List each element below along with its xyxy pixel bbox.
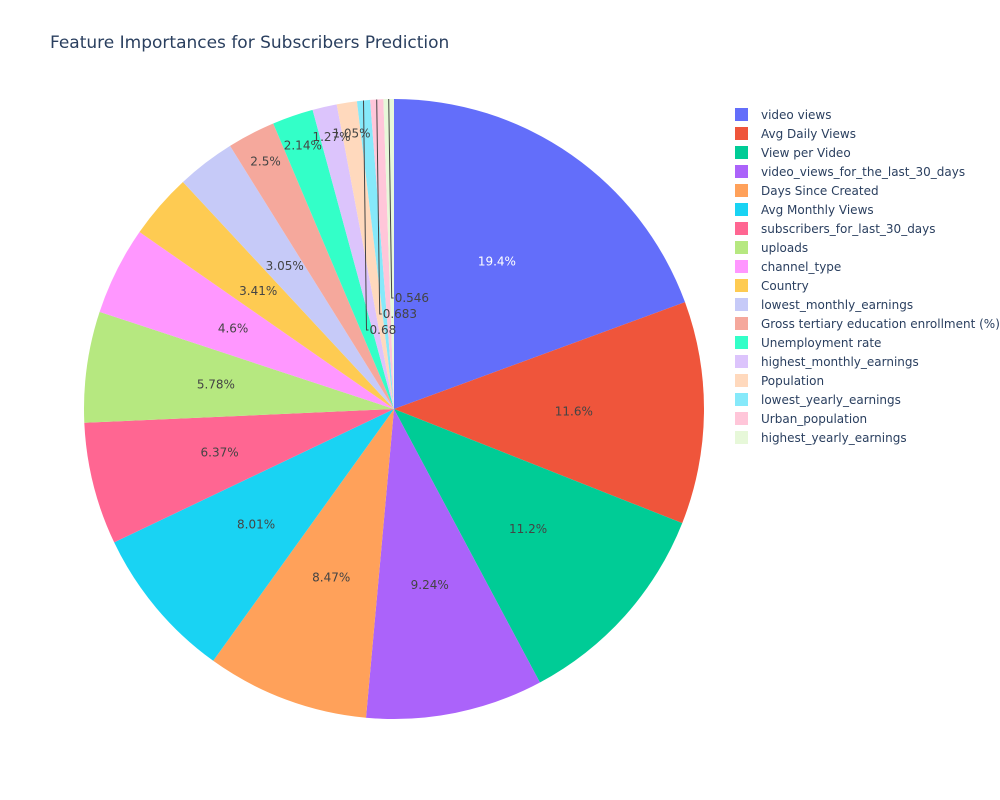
legend-label: View per Video	[761, 145, 851, 160]
chart-title: Feature Importances for Subscribers Pred…	[50, 33, 450, 53]
legend-swatch	[735, 412, 748, 425]
legend-label: Avg Monthly Views	[761, 202, 874, 217]
legend-swatch	[735, 431, 748, 444]
legend-swatch	[735, 336, 748, 349]
legend-item-urban-population[interactable]: Urban_population	[735, 409, 1000, 428]
legend-item-highest-monthly-earnings[interactable]: highest_monthly_earnings	[735, 352, 1000, 371]
legend-item-video-views-for-the-last-30-days[interactable]: video_views_for_the_last_30_days	[735, 162, 1000, 181]
legend-label: Unemployment rate	[761, 335, 882, 350]
legend-item-highest-yearly-earnings[interactable]: highest_yearly_earnings	[735, 428, 1000, 447]
pie-slice-subscribers-for-last-30-days[interactable]	[84, 409, 394, 543]
legend-swatch	[735, 184, 748, 197]
legend-label: Gross tertiary education enrollment (%)	[761, 316, 1000, 331]
pie-slice-highest-yearly-earnings[interactable]	[383, 99, 394, 409]
slice-label-uploads: 5.78%	[197, 377, 235, 391]
legend-swatch	[735, 355, 748, 368]
legend-label: Country	[761, 278, 809, 293]
legend-swatch	[735, 165, 748, 178]
pie-slice-lowest-yearly-earnings[interactable]	[356, 99, 394, 410]
pie-slice-video-views[interactable]	[394, 98, 686, 409]
legend-swatch	[735, 317, 748, 330]
slice-label-view-per-video: 11.2%	[509, 522, 547, 536]
legend-label: lowest_yearly_earnings	[761, 392, 901, 407]
pie-slice-video-views-for-the-last-30-days[interactable]	[365, 409, 540, 719]
legend-label: video views	[761, 107, 832, 122]
slice-label-highest-monthly-earnings: 1.27%	[312, 130, 350, 144]
slice-label-highest-yearly-earnings: 0.546	[395, 291, 429, 305]
legend-item-unemployment-rate[interactable]: Unemployment rate	[735, 333, 1000, 352]
legend-label: Avg Daily Views	[761, 126, 856, 141]
chart-legend: video views Avg Daily Views View per Video…	[735, 105, 1000, 447]
slice-label-avg-daily-views: 11.6%	[555, 404, 593, 418]
legend-swatch	[735, 127, 748, 140]
legend-item-lowest-monthly-earnings[interactable]: lowest_monthly_earnings	[735, 295, 1000, 314]
legend-item-gross-tertiary-education-enrollment[interactable]: Gross tertiary education enrollment (%)	[735, 314, 1000, 333]
pie-slice-uploads[interactable]	[84, 311, 395, 423]
legend-item-avg-monthly-views[interactable]: Avg Monthly Views	[735, 200, 1000, 219]
legend-item-days-since-created[interactable]: Days Since Created	[735, 181, 1000, 200]
pie-slice-avg-monthly-views[interactable]	[114, 409, 394, 661]
slice-label-gross-tertiary-education-enrollment: 2.5%	[250, 154, 281, 168]
pie-slice-unemployment-rate[interactable]	[273, 109, 394, 409]
legend-swatch	[735, 108, 748, 121]
pie-slice-lowest-monthly-earnings[interactable]	[182, 145, 394, 409]
pie-slice-view-per-video[interactable]	[394, 409, 683, 683]
legend-swatch	[735, 146, 748, 159]
slice-label-lowest-yearly-earnings: 0.68	[370, 323, 397, 337]
legend-swatch	[735, 374, 748, 387]
legend-label: Days Since Created	[761, 183, 879, 198]
legend-item-avg-daily-views[interactable]: Avg Daily Views	[735, 124, 1000, 143]
slice-label-avg-monthly-views: 8.01%	[237, 517, 275, 531]
legend-swatch	[735, 298, 748, 311]
legend-item-country[interactable]: Country	[735, 276, 1000, 295]
slice-label-population: 1.05%	[332, 126, 370, 140]
legend-label: lowest_monthly_earnings	[761, 297, 914, 312]
legend-swatch	[735, 260, 748, 273]
legend-swatch	[735, 393, 748, 406]
legend-item-uploads[interactable]: uploads	[735, 238, 1000, 257]
pie-slice-channel-type[interactable]	[99, 232, 394, 409]
slice-label-urban-population: 0.683	[383, 307, 417, 321]
pie-slice-avg-daily-views[interactable]	[394, 302, 705, 524]
slice-label-video-views: 19.4%	[478, 255, 516, 269]
pie-slice-days-since-created[interactable]	[213, 409, 394, 718]
slice-label-video-views-for-the-last-30-days: 9.24%	[411, 578, 449, 592]
legend-label: highest_monthly_earnings	[761, 354, 919, 369]
legend-item-view-per-video[interactable]: View per Video	[735, 143, 1000, 162]
pie-slice-urban-population[interactable]	[370, 99, 394, 410]
leader-line-urban-population	[376, 99, 382, 315]
slice-label-channel-type: 4.6%	[218, 322, 249, 336]
legend-item-lowest-yearly-earnings[interactable]: lowest_yearly_earnings	[735, 390, 1000, 409]
legend-label: Urban_population	[761, 411, 868, 426]
pie-slice-highest-monthly-earnings[interactable]	[312, 104, 394, 409]
legend-swatch	[735, 203, 748, 216]
legend-label: highest_yearly_earnings	[761, 430, 907, 445]
pie-slice-gross-tertiary-education-enrollment[interactable]	[230, 123, 394, 410]
legend-label: channel_type	[761, 259, 842, 274]
leader-line-lowest-yearly-earnings	[363, 100, 369, 331]
legend-item-population[interactable]: Population	[735, 371, 1000, 390]
leader-line-highest-yearly-earnings	[388, 98, 394, 299]
legend-label: subscribers_for_last_30_days	[761, 221, 936, 236]
slice-label-unemployment-rate: 2.14%	[284, 138, 322, 152]
legend-label: video_views_for_the_last_30_days	[761, 164, 966, 179]
legend-label: uploads	[761, 240, 809, 255]
slice-label-subscribers-for-last-30-days: 6.37%	[201, 446, 239, 460]
pie-slice-country[interactable]	[139, 181, 394, 409]
slice-label-lowest-monthly-earnings: 3.05%	[266, 259, 304, 273]
slice-label-days-since-created: 8.47%	[312, 571, 350, 585]
legend-swatch	[735, 241, 748, 254]
legend-item-subscribers-for-last-30-days[interactable]: subscribers_for_last_30_days	[735, 219, 1000, 238]
slice-label-country: 3.41%	[239, 284, 277, 298]
legend-label: Population	[761, 373, 825, 388]
legend-swatch	[735, 222, 748, 235]
legend-item-channel-type[interactable]: channel_type	[735, 257, 1000, 276]
legend-item-video-views[interactable]: video views	[735, 105, 1000, 124]
legend-swatch	[735, 279, 748, 292]
